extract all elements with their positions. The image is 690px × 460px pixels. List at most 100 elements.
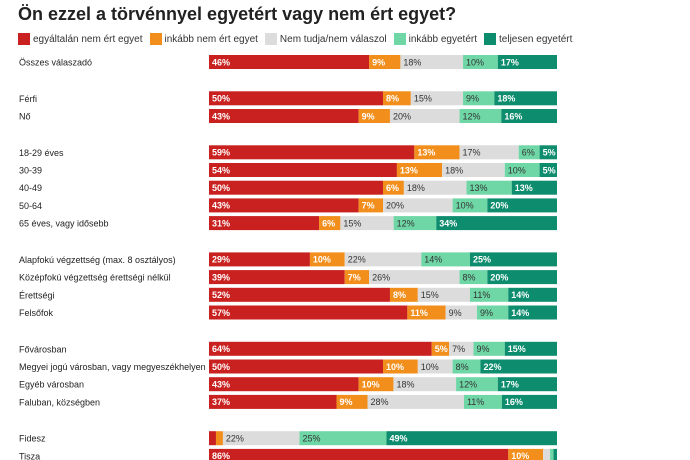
bar-segment: [393, 377, 457, 392]
data-label: 7%: [348, 272, 361, 282]
bar-segment: [480, 359, 557, 374]
bar-segment: [400, 55, 464, 69]
bar-segment: [340, 216, 394, 231]
bar-segment: [369, 270, 460, 285]
bar-segment: [383, 91, 411, 106]
data-label: 8%: [456, 362, 469, 372]
bar-row: Fidesz 22% 25% 49%: [19, 431, 557, 446]
bar-segment: [407, 305, 446, 320]
legend-swatch: [484, 33, 497, 45]
bar-segment: [209, 163, 397, 177]
data-label: 14%: [511, 308, 529, 318]
bar-segment: [222, 431, 300, 446]
data-label: 43%: [212, 111, 230, 121]
data-label: 14%: [511, 290, 529, 300]
data-label: 25%: [473, 255, 491, 265]
bar-segment: [209, 55, 370, 69]
bar-segment: [487, 198, 557, 213]
data-label: 10%: [456, 201, 474, 211]
data-label: 16%: [504, 111, 522, 121]
bar-segment: [452, 359, 481, 374]
data-label: 10%: [421, 362, 439, 372]
bar-segment: [358, 198, 383, 213]
data-label: 43%: [212, 380, 230, 390]
data-label: 22%: [226, 434, 244, 444]
data-label: 12%: [459, 380, 477, 390]
data-label: 11%: [473, 290, 490, 300]
data-label: 15%: [508, 344, 526, 354]
data-label: 29%: [212, 255, 230, 265]
data-label: 13%: [515, 183, 533, 193]
legend-swatch: [264, 33, 277, 45]
data-label: 9%: [372, 57, 385, 67]
row-label: Fidesz: [19, 434, 46, 444]
bar-segment: [209, 91, 383, 106]
data-label: 5%: [435, 344, 448, 354]
legend-swatch: [18, 33, 30, 45]
data-label: 8%: [393, 290, 406, 300]
data-label: 50%: [212, 94, 230, 104]
row-label: Érettségi: [19, 290, 55, 300]
row-label: Egyéb városban: [19, 380, 84, 390]
bar-row: Tisza 86% 10%: [19, 448, 557, 460]
bar-segment: [452, 198, 488, 213]
bar-segment: [459, 109, 502, 123]
data-label: 20%: [490, 272, 508, 282]
bar-segment: [539, 145, 557, 160]
bar-segment: [463, 91, 495, 106]
data-label: 54%: [212, 165, 230, 175]
bar-segment: [543, 448, 551, 460]
bar-segment: [393, 216, 437, 231]
bar-segment: [209, 377, 359, 392]
data-label: 10%: [313, 255, 331, 265]
bar-row: 50-64 43% 7% 20% 10% 20%: [19, 198, 557, 213]
bar-segment: [504, 341, 557, 356]
bar-segment: [209, 394, 337, 409]
bar-segment: [459, 270, 488, 285]
row-label: Alapfokú végzettség (max. 8 osztályos): [19, 255, 176, 265]
bar-row: Fővárosban 64% 5% 7% 9% 15%: [19, 341, 557, 356]
bar-segment: [383, 180, 404, 195]
bar-segment: [369, 55, 401, 69]
chart-title: Ön ezzel a törvénnyel egyetért vagy nem …: [18, 4, 457, 24]
data-label: 28%: [371, 397, 389, 407]
bar-segment: [336, 394, 368, 409]
row-label: 50-64: [19, 201, 42, 211]
data-label: 34%: [439, 218, 457, 228]
data-label: 22%: [348, 255, 366, 265]
legend-item-rather-disagree: inkább nem ért egyet: [149, 33, 258, 45]
bar-row: Felsőfok 57% 11% 9% 9% 14%: [19, 305, 557, 320]
bar-segment: [497, 377, 557, 392]
row-label: 40-49: [19, 183, 42, 193]
data-label: 9%: [449, 308, 462, 318]
bar-segment: [383, 359, 418, 374]
data-label: 46%: [212, 57, 230, 67]
bar-segment: [386, 431, 557, 446]
data-label: 31%: [212, 218, 230, 228]
data-label: 9%: [466, 94, 479, 104]
bar-segment: [403, 180, 467, 195]
bar-row: Összes válaszadó 46% 9% 18% 10% 17%: [19, 55, 557, 69]
data-label: 6%: [386, 183, 399, 193]
bar-segment: [209, 341, 432, 356]
legend-label: teljesen egyetért: [499, 33, 573, 45]
row-label: Tisza: [19, 451, 40, 460]
bar-segment: [494, 91, 557, 106]
bar-segment: [442, 163, 505, 177]
row-label: 18-29 éves: [19, 148, 64, 158]
bar-segment: [383, 198, 453, 213]
bar-segment: [508, 448, 544, 460]
data-label: 25%: [302, 434, 320, 444]
row-label: 65 éves, vagy idősebb: [19, 219, 109, 229]
legend-swatch: [149, 33, 162, 45]
data-label: 50%: [212, 183, 230, 193]
data-label: 43%: [212, 201, 230, 211]
bar-segment: [463, 55, 498, 69]
bar-segment: [209, 198, 359, 213]
row-label: 30-39: [19, 166, 42, 176]
data-label: 16%: [505, 397, 523, 407]
data-label: 52%: [212, 290, 230, 300]
data-label: 18%: [396, 380, 414, 390]
data-label: 9%: [480, 308, 493, 318]
bar-segment: [518, 145, 540, 160]
